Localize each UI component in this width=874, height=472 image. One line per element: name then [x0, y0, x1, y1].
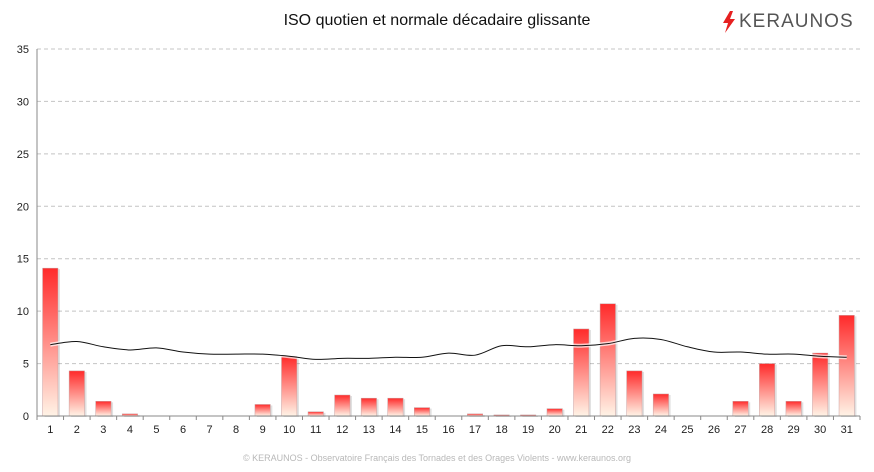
x-tick-label: 20 — [549, 424, 561, 436]
x-tick-label: 25 — [681, 424, 693, 436]
bar — [281, 355, 298, 417]
x-tick-label: 10 — [283, 424, 295, 436]
x-tick-label: 5 — [153, 424, 159, 436]
x-tick-label: 3 — [100, 424, 106, 436]
x-tick-label: 2 — [74, 424, 80, 436]
y-tick-label: 10 — [17, 306, 29, 318]
y-tick-label: 0 — [23, 411, 29, 423]
x-tick-label: 4 — [127, 424, 133, 436]
bar — [307, 411, 324, 417]
bar — [334, 394, 351, 417]
bar — [546, 408, 563, 417]
bar — [414, 407, 430, 417]
y-tick-label: 20 — [17, 201, 29, 213]
x-tick-label: 7 — [207, 424, 213, 436]
bars-layer — [42, 267, 857, 417]
x-tick-label: 28 — [761, 424, 773, 436]
bar — [68, 370, 85, 417]
bar — [573, 328, 590, 417]
bar — [599, 303, 616, 417]
x-tick-label: 14 — [389, 424, 401, 436]
bar — [812, 352, 829, 417]
chart-title: ISO quotien et normale décadaire glissan… — [283, 12, 591, 29]
x-tick-label: 21 — [575, 424, 587, 436]
x-tick-label: 22 — [602, 424, 614, 436]
x-tick-label: 16 — [442, 424, 454, 436]
copyright-footer: © KERAUNOS - Observatoire Français des T… — [243, 453, 631, 463]
x-tick-label: 15 — [416, 424, 428, 436]
x-tick-label: 9 — [260, 424, 266, 436]
bar — [626, 370, 643, 417]
bar — [759, 363, 776, 417]
y-tick-label: 35 — [17, 44, 29, 56]
y-tick-label: 30 — [17, 96, 29, 108]
keraunos-logo: KERAUNOS — [722, 10, 854, 34]
x-tick-label: 11 — [310, 424, 321, 436]
bar — [838, 315, 855, 417]
x-tick-label: 23 — [628, 424, 640, 436]
x-tick-label: 29 — [788, 424, 800, 436]
y-tick-label: 15 — [17, 254, 29, 266]
x-tick-label: 12 — [336, 424, 348, 436]
bar — [360, 397, 377, 417]
x-tick-label: 18 — [495, 424, 507, 436]
x-tick-label: 27 — [734, 424, 746, 436]
bar — [785, 401, 802, 417]
normal-line — [50, 337, 847, 360]
x-tick-label: 31 — [841, 424, 853, 436]
bar — [254, 404, 271, 417]
x-tick-label: 26 — [708, 424, 720, 436]
x-tick-label: 8 — [233, 424, 239, 436]
x-tick-label: 24 — [655, 424, 667, 436]
normal-line-layer — [49, 336, 847, 362]
bar — [95, 401, 112, 417]
grid-layer — [37, 48, 860, 365]
bar — [732, 401, 749, 417]
brand-name: KERAUNOS — [739, 11, 854, 32]
bar — [387, 397, 404, 417]
x-tick-label: 13 — [363, 424, 375, 436]
x-tick-label: 1 — [47, 424, 53, 436]
bar — [652, 393, 669, 417]
x-tick-label: 19 — [522, 424, 534, 436]
x-tick-label: 30 — [814, 424, 826, 436]
lightning-icon — [723, 11, 735, 33]
x-tick-label: 6 — [180, 424, 186, 436]
y-tick-label: 25 — [17, 149, 29, 161]
normal-line-halo — [49, 336, 847, 362]
x-tick-label: 17 — [469, 424, 481, 436]
y-tick-label: 5 — [23, 359, 29, 371]
